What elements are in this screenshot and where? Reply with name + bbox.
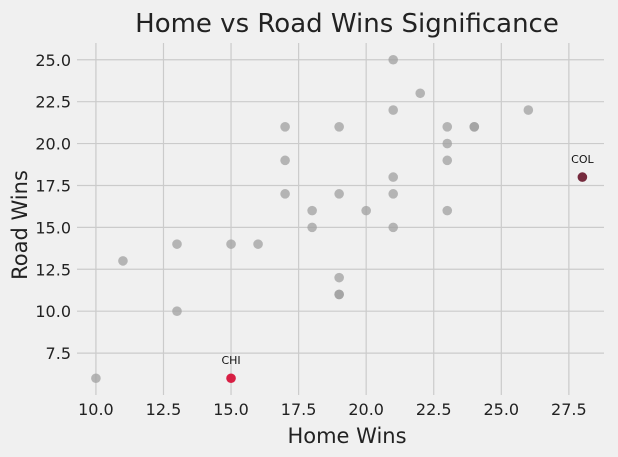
x-axis-label: Home Wins <box>287 424 406 448</box>
y-tick-label: 12.5 <box>35 260 71 279</box>
x-tick-label: 25.0 <box>483 400 519 419</box>
point-annotations: CHI COL <box>221 153 594 367</box>
data-point <box>415 88 426 99</box>
x-tick-label: 15.0 <box>213 400 249 419</box>
y-tick-label: 22.5 <box>35 93 71 112</box>
point-label-col: COL <box>571 153 594 166</box>
data-point <box>307 205 317 216</box>
x-tick-label: 27.5 <box>551 400 587 419</box>
data-point <box>280 155 290 166</box>
data-point <box>388 172 399 182</box>
point-label-chi: CHI <box>221 354 240 367</box>
x-tick-label: 10.0 <box>78 400 114 419</box>
data-point <box>253 239 263 249</box>
data-point <box>172 306 182 316</box>
data-point <box>442 138 453 149</box>
y-tick-label: 25.0 <box>35 51 71 70</box>
data-point <box>388 54 399 65</box>
data-points <box>91 54 588 384</box>
y-tick-label: 15.0 <box>35 218 71 237</box>
data-point <box>334 289 344 300</box>
data-point <box>442 205 453 216</box>
data-point <box>469 122 480 132</box>
data-point <box>226 239 236 249</box>
data-point <box>388 105 399 115</box>
y-tick-label: 20.0 <box>35 135 71 154</box>
x-tick-label: 12.5 <box>146 400 182 419</box>
chart-title: Home vs Road Wins Significance <box>135 9 559 39</box>
y-axis-label: Road Wins <box>8 170 32 280</box>
x-tick-label: 17.5 <box>281 400 317 419</box>
data-point <box>388 222 399 233</box>
grid <box>77 43 604 395</box>
data-point-chi <box>226 373 236 384</box>
data-point <box>361 205 371 216</box>
data-point <box>280 189 290 199</box>
data-point <box>334 122 344 132</box>
data-point <box>118 256 128 266</box>
tick-labels: 10.0 12.5 15.0 17.5 20.0 22.5 25.0 27.5 7.5 10.0 1… <box>35 51 586 419</box>
data-point <box>91 373 101 384</box>
data-point <box>334 272 344 283</box>
y-tick-label: 7.5 <box>46 344 71 363</box>
data-point <box>442 122 453 132</box>
data-point <box>442 155 453 166</box>
data-point <box>307 222 317 233</box>
data-point <box>172 239 182 249</box>
data-point <box>388 189 399 199</box>
y-tick-label: 17.5 <box>35 176 71 195</box>
data-point-col <box>577 172 588 182</box>
data-point <box>334 189 344 199</box>
y-tick-label: 10.0 <box>35 302 71 321</box>
data-point <box>280 122 290 132</box>
x-tick-label: 20.0 <box>348 400 384 419</box>
x-tick-label: 22.5 <box>416 400 452 419</box>
data-point <box>523 105 534 115</box>
